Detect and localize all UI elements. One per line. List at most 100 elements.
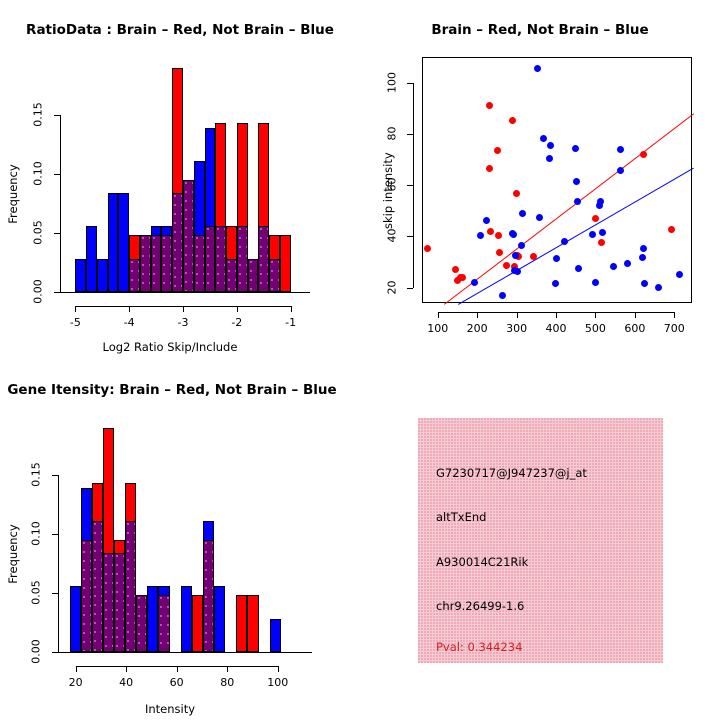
axis-tick-y [54, 115, 60, 117]
axis-line-y [58, 475, 59, 652]
scatter-axis-tick-label-x: 200 [466, 322, 488, 335]
axis-tick-x [75, 306, 77, 312]
scatter-axis-tick-x [516, 312, 518, 318]
panel-gene-histogram: Gene Itensity: Brain – Red, Not Brain – … [0, 360, 360, 720]
scatter-point-not-brain [533, 65, 541, 73]
scatter-point-not-brain [641, 279, 649, 287]
scatter-axis-tick-y [407, 287, 413, 289]
scatter-axis-tick-label-x: 100 [427, 322, 449, 335]
axis-tick-label-x: 40 [119, 676, 134, 689]
histogram-bar-blue [180, 585, 192, 652]
scatter-point-brain [424, 244, 432, 252]
scatter-point-not-brain [617, 167, 625, 175]
scatter-axis-tick-label-y: 20 [385, 280, 399, 295]
axis-tick-x [277, 666, 279, 672]
axis-tick-label-x: 20 [68, 676, 83, 689]
axis-tick-label-y: 0.15 [29, 462, 43, 487]
histogram-bar-overlap [202, 540, 215, 652]
scatter-axis-tick-x [674, 312, 676, 318]
axis-tick-label-y: 0.10 [31, 161, 45, 186]
axis-tick-x [227, 666, 229, 672]
axis-tick-label-y: 0.05 [31, 220, 45, 245]
scatter-point-brain [597, 239, 605, 246]
axis-tick-y [52, 652, 58, 653]
axis-tick-x [290, 306, 292, 312]
axis-tick-x [75, 666, 77, 672]
scatter-axis-tick-y [407, 236, 413, 238]
histogram-bar-blue [147, 585, 159, 652]
scatter-point-brain [453, 277, 461, 285]
scatter-axis-tick-label-y: 60 [385, 177, 399, 192]
scatter-axis-tick-label-x: 400 [545, 322, 567, 335]
scatter-point-not-brain [483, 216, 491, 224]
scatter-point-not-brain [623, 259, 631, 267]
info-event-type: altTxEnd [436, 510, 487, 524]
scatter-point-brain [591, 215, 599, 223]
ratio-histogram-title: RatioData : Brain – Red, Not Brain – Blu… [26, 22, 334, 38]
histogram-bar-blue [75, 258, 87, 292]
scatter-axis-tick-label-y: 80 [385, 126, 399, 141]
scatter-point-not-brain [476, 231, 484, 239]
histogram-baseline [58, 292, 310, 293]
scatter-plot-box [422, 57, 694, 305]
scatter-point-brain [486, 227, 494, 235]
axis-tick-label-y: 0.00 [29, 639, 43, 664]
scatter-point-not-brain [546, 141, 554, 149]
axis-tick-y [52, 593, 58, 595]
scatter-point-brain [512, 189, 520, 197]
info-gene-symbol: A930014C21Rik [436, 555, 529, 569]
scatter-axis-tick-y [407, 82, 413, 84]
scatter-point-not-brain [553, 255, 561, 263]
scatter-point-brain [486, 165, 494, 173]
histogram-bar-blue [107, 192, 119, 292]
scatter-axis-tick-label-x: 500 [584, 322, 606, 335]
scatter-point-not-brain [609, 262, 617, 270]
scatter-point-brain [640, 150, 648, 158]
scatter-point-not-brain [572, 145, 580, 153]
scatter-point-not-brain [596, 198, 604, 205]
scatter-point-brain [452, 265, 460, 273]
histogram-bar-overlap [258, 225, 270, 292]
scatter-point-brain [495, 232, 503, 240]
axis-tick-y [52, 534, 58, 536]
scatter-axis-tick-label-y: 100 [385, 71, 399, 93]
axis-tick-label-x: -4 [123, 316, 135, 329]
axis-tick-label-x: 80 [220, 676, 235, 689]
scatter-point-not-brain [510, 231, 518, 239]
scatter-point-not-brain [545, 154, 553, 162]
scatter-axis-tick-y [407, 185, 413, 187]
scatter-point-not-brain [616, 145, 624, 153]
scatter-point-not-brain [535, 213, 543, 221]
histogram-bar-blue [214, 585, 226, 652]
histogram-bar-blue [269, 618, 281, 652]
gene-histogram-title: Gene Itensity: Brain – Red, Not Brain – … [7, 382, 337, 398]
axis-tick-label-y: 0.00 [31, 279, 45, 304]
scatter-point-not-brain [499, 292, 507, 300]
scatter-point-not-brain [512, 251, 520, 259]
histogram-bar-blue [69, 585, 81, 652]
scatter-point-not-brain [471, 278, 479, 286]
scatter-point-not-brain [575, 265, 583, 273]
gene-info-panel: G7230717@J947237@j_at altTxEnd A930014C2… [418, 418, 663, 663]
scatter-point-not-brain [518, 242, 526, 250]
scatter-point-not-brain [574, 198, 581, 206]
scatter-point-brain [502, 262, 510, 270]
scatter-point-not-brain [596, 201, 604, 209]
axis-tick-x [176, 666, 178, 672]
axis-tick-label-x: -3 [177, 316, 189, 329]
scatter-point-not-brain [591, 279, 599, 287]
axis-tick-x [129, 306, 131, 312]
histogram-bar-overlap [269, 258, 280, 292]
scatter-point-brain [509, 117, 517, 125]
histogram-bar-overlap [247, 258, 259, 292]
gene-histogram-ylabel: Frequency [6, 524, 20, 584]
scatter-axis-tick-x [634, 312, 636, 318]
scatter-point-not-brain [573, 178, 581, 186]
axis-tick-label-x: 100 [267, 676, 289, 689]
scatter-point-not-brain [552, 280, 560, 287]
histogram-bar-blue [118, 192, 130, 292]
axis-tick-x [183, 306, 184, 312]
gene-histogram-xlabel: Intensity [144, 702, 196, 716]
scatter-point-not-brain [540, 135, 548, 143]
histogram-bar-overlap [80, 540, 92, 652]
